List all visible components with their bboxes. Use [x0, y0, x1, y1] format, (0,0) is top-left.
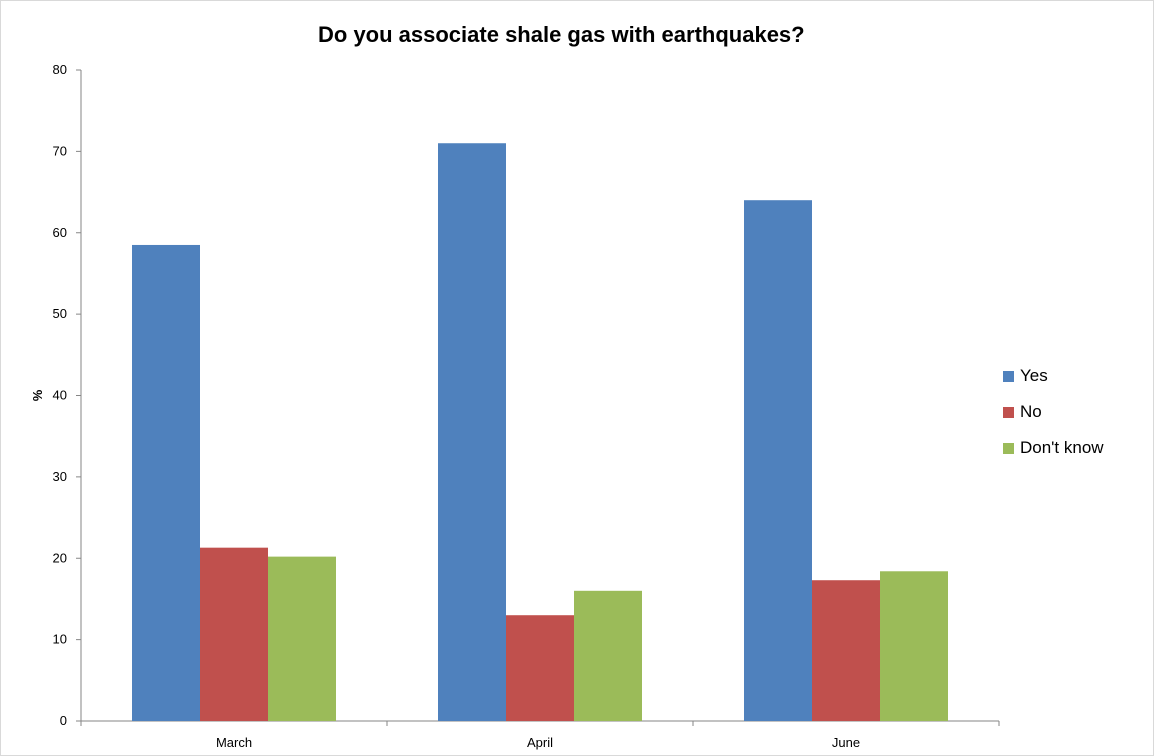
- bar-april-don-t-know: [574, 590, 642, 721]
- legend: Yes No Don't know: [1003, 358, 1104, 466]
- bar-march-don-t-know: [268, 556, 336, 721]
- legend-label-yes: Yes: [1020, 366, 1048, 385]
- legend-item-no: No: [1003, 394, 1104, 430]
- y-tick-label: 30: [53, 469, 67, 484]
- bar-june-yes: [744, 200, 812, 721]
- legend-label-dont-know: Don't know: [1020, 438, 1104, 457]
- legend-item-yes: Yes: [1003, 358, 1104, 394]
- x-tick-label: April: [527, 735, 553, 750]
- bar-june-no: [812, 580, 880, 721]
- y-tick-label: 60: [53, 225, 67, 240]
- legend-swatch-yes: [1003, 370, 1014, 382]
- y-tick-label: 70: [53, 143, 67, 158]
- bar-march-no: [200, 547, 268, 721]
- bar-april-no: [506, 615, 574, 721]
- legend-label-no: No: [1020, 402, 1042, 421]
- legend-swatch-dont-know: [1003, 442, 1014, 454]
- x-tick-label: March: [216, 735, 252, 750]
- y-tick-label: 20: [53, 550, 67, 565]
- y-axis-label: %: [30, 389, 45, 401]
- bar-march-yes: [132, 244, 200, 722]
- y-tick-label: 50: [53, 306, 67, 321]
- legend-swatch-no: [1003, 406, 1014, 418]
- y-tick-label: 10: [53, 632, 67, 647]
- y-tick-label: 40: [53, 388, 67, 403]
- x-tick-label: June: [832, 735, 860, 750]
- bar-april-yes: [438, 143, 506, 722]
- legend-item-dont-know: Don't know: [1003, 430, 1104, 466]
- y-tick-label: 0: [60, 713, 67, 728]
- y-tick-label: 80: [53, 62, 67, 77]
- bar-june-don-t-know: [880, 571, 948, 721]
- chart-title: Do you associate shale gas with earthqua…: [318, 22, 805, 47]
